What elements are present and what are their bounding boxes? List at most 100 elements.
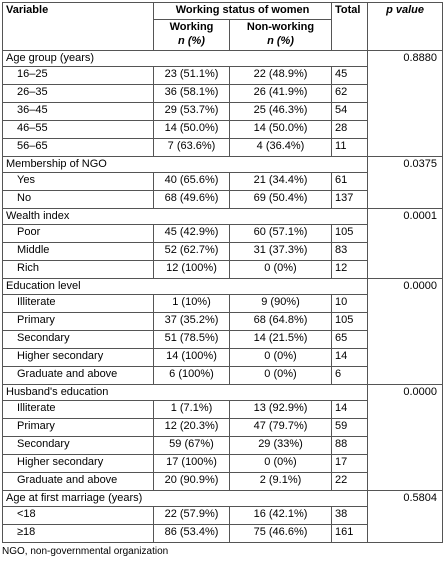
row-non-working: 68 (64.8%) [228, 312, 333, 331]
row-total: 88 [331, 436, 369, 455]
row-non-working: 31 (37.3%) [228, 242, 333, 261]
row-non-working: 0 (0%) [228, 260, 333, 279]
row-label: 16–25 [2, 66, 154, 85]
row-total: 61 [331, 172, 369, 191]
row-working: 1 (7.1%) [153, 400, 230, 419]
row-total: 28 [331, 120, 369, 139]
row-working: 68 (49.6%) [153, 190, 230, 209]
section-label: Wealth index [1, 208, 369, 225]
row-non-working: 0 (0%) [228, 348, 333, 367]
table-row: 56–65 7 (63.6%) 4 (36.4%) 11 [2, 138, 443, 157]
header-working-label: Working [169, 21, 214, 33]
row-total: 83 [331, 242, 369, 261]
row-working: 7 (63.6%) [153, 138, 230, 157]
row-total: 6 [331, 366, 369, 385]
row-non-working: 26 (41.9%) [228, 84, 333, 103]
row-working: 23 (51.1%) [153, 66, 230, 85]
row-working: 40 (65.6%) [153, 172, 230, 191]
row-label: No [2, 190, 154, 209]
table-row: Poor 45 (42.9%) 60 (57.1%) 105 [2, 224, 443, 243]
row-non-working: 0 (0%) [228, 366, 333, 385]
row-total: 17 [331, 454, 369, 473]
row-label: Poor [2, 224, 154, 243]
row-non-working: 29 (33%) [228, 436, 333, 455]
row-non-working: 14 (21.5%) [228, 330, 333, 349]
row-label: Primary [2, 312, 154, 331]
row-total: 54 [331, 102, 369, 121]
table-row: 46–55 14 (50.0%) 14 (50.0%) 28 [2, 120, 443, 139]
row-non-working: 14 (50.0%) [228, 120, 333, 139]
row-label: Graduate and above [2, 366, 154, 385]
row-label: 46–55 [2, 120, 154, 139]
row-working: 51 (78.5%) [153, 330, 230, 349]
section-header-row: Wealth index 0.0001 [1, 208, 444, 279]
row-total: 45 [331, 66, 369, 85]
row-non-working: 22 (48.9%) [228, 66, 333, 85]
row-working: 12 (20.3%) [153, 418, 230, 437]
section-label: Membership of NGO [1, 156, 369, 173]
row-total: 105 [331, 224, 369, 243]
row-working: 37 (35.2%) [153, 312, 230, 331]
row-label: Illiterate [2, 294, 154, 313]
row-working: 59 (67%) [153, 436, 230, 455]
table-row: Primary 37 (35.2%) 68 (64.8%) 105 [2, 312, 443, 331]
section-header-row: Age at first marriage (years) 0.5804 [1, 490, 444, 543]
row-total: 105 [331, 312, 369, 331]
table-row: 16–25 23 (51.1%) 22 (48.9%) 45 [2, 66, 443, 85]
row-non-working: 21 (34.4%) [228, 172, 333, 191]
header-p-value: p value [367, 2, 444, 51]
row-working: 1 (10%) [153, 294, 230, 313]
row-working: 29 (53.7%) [153, 102, 230, 121]
row-label: Higher secondary [2, 348, 154, 367]
row-total: 161 [331, 524, 369, 543]
table-row: Higher secondary 14 (100%) 0 (0%) 14 [2, 348, 443, 367]
section-label: Age group (years) [1, 50, 369, 67]
footnote: NGO, non-governmental organization [2, 546, 169, 557]
row-total: 59 [331, 418, 369, 437]
row-label: 36–45 [2, 102, 154, 121]
row-label: Rich [2, 260, 154, 279]
row-total: 14 [331, 400, 369, 419]
row-working: 14 (100%) [153, 348, 230, 367]
header-working-status: Working status of women [152, 2, 333, 20]
header-total: Total [331, 2, 369, 51]
subheader-row: Working n (%) Non-working n (%) [3, 19, 443, 51]
row-label: 26–35 [2, 84, 154, 103]
section-p-value: 0.0001 [367, 208, 444, 279]
row-non-working: 2 (9.1%) [228, 472, 333, 491]
table-row: ≥18 86 (53.4%) 75 (46.6%) 161 [2, 524, 443, 543]
header-working: Working n (%) [153, 19, 230, 51]
row-working: 20 (90.9%) [153, 472, 230, 491]
row-non-working: 25 (46.3%) [228, 102, 333, 121]
row-total: 65 [331, 330, 369, 349]
row-label: Middle [2, 242, 154, 261]
row-working: 36 (58.1%) [153, 84, 230, 103]
row-working: 86 (53.4%) [153, 524, 230, 543]
row-total: 38 [331, 506, 369, 525]
row-working: 45 (42.9%) [153, 224, 230, 243]
header-variable: Variable [2, 2, 154, 51]
section-header-row: Education level 0.0000 [1, 278, 444, 385]
section-header-row: Age group (years) 0.8880 [1, 50, 444, 157]
section-label: Age at first marriage (years) [1, 490, 369, 507]
header-non-working-label: Non-working [246, 21, 315, 33]
table-row: Higher secondary 17 (100%) 0 (0%) 17 [2, 454, 443, 473]
row-label: Graduate and above [2, 472, 154, 491]
row-label: Illiterate [2, 400, 154, 419]
section-label: Husband's education [1, 384, 369, 401]
section-p-value: 0.0000 [367, 278, 444, 385]
data-table: Variable Working status of women Total p… [1, 2, 444, 543]
row-label: <18 [2, 506, 154, 525]
table-row: 26–35 36 (58.1%) 26 (41.9%) 62 [2, 84, 443, 103]
section-p-value: 0.0375 [367, 156, 444, 209]
table-row: 36–45 29 (53.7%) 25 (46.3%) 54 [2, 102, 443, 121]
row-label: 56–65 [2, 138, 154, 157]
section-label: Education level [1, 278, 369, 295]
row-total: 22 [331, 472, 369, 491]
row-total: 62 [331, 84, 369, 103]
row-total: 14 [331, 348, 369, 367]
table-row: Illiterate 1 (10%) 9 (90%) 10 [2, 294, 443, 313]
row-non-working: 47 (79.7%) [228, 418, 333, 437]
row-total: 10 [331, 294, 369, 313]
row-working: 6 (100%) [153, 366, 230, 385]
